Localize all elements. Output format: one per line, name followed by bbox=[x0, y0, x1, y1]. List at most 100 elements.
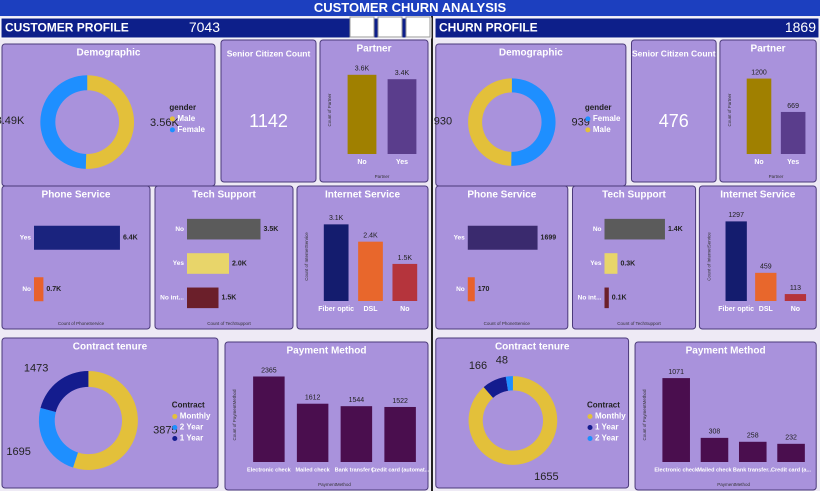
x-tick-label: DSL bbox=[364, 306, 379, 313]
tile-title: Payment Method bbox=[286, 346, 366, 357]
bar bbox=[725, 221, 747, 301]
data-label: 669 bbox=[787, 103, 799, 110]
chart-tile: Contract tenure 1655 166 48 Contract Monthly 1… bbox=[435, 337, 630, 489]
y-tick-label: Yes bbox=[173, 260, 185, 267]
x-tick-label: Electronic check bbox=[247, 467, 292, 473]
bar bbox=[604, 218, 665, 240]
bar bbox=[187, 218, 261, 240]
chart-tile: Internet Service 3.1K Fiber optic 2.4K DSL 1.… bbox=[296, 185, 429, 330]
x-tick-label: Credit card (a... bbox=[771, 467, 812, 473]
legend-marker bbox=[587, 436, 593, 441]
data-label: 113 bbox=[790, 285, 801, 292]
legend-label: 2 Year bbox=[595, 434, 618, 443]
legend-marker bbox=[585, 116, 591, 122]
bar bbox=[340, 406, 373, 462]
legend-label: 1 Year bbox=[595, 423, 618, 432]
bar bbox=[187, 253, 229, 274]
x-tick-label: Fiber optic bbox=[718, 306, 754, 313]
tile-title: Contract tenure bbox=[73, 342, 148, 353]
data-label: 1699 bbox=[541, 235, 557, 242]
tile-title: Demographic bbox=[499, 48, 563, 59]
data-label: 308 bbox=[709, 429, 721, 436]
legend-marker bbox=[587, 425, 593, 430]
bar bbox=[700, 437, 729, 462]
filter-icon bbox=[349, 16, 375, 38]
more-icon bbox=[405, 16, 431, 38]
data-label: 0.3K bbox=[620, 260, 635, 267]
y-axis-label: Count of PaymentMethod bbox=[232, 389, 237, 441]
y-tick-label: No int... bbox=[160, 295, 184, 302]
donut-slice bbox=[85, 75, 135, 169]
y-axis-label: Count of PaymentMethod bbox=[642, 389, 647, 441]
x-tick-label: Fiber optic bbox=[318, 306, 354, 313]
chart-tile: Partner 1200 No 669 Yes Count of Partner Partn… bbox=[719, 39, 817, 183]
data-label: 1695 bbox=[6, 446, 30, 458]
chart-tile: Internet Service 1297 Fiber optic 459 DSL 113… bbox=[698, 185, 817, 330]
chart-tile: Demographic 3.56K 3.49K gender Male Female bbox=[0, 43, 216, 187]
legend-label: Female bbox=[593, 114, 621, 123]
bar bbox=[755, 272, 777, 301]
data-label: 170 bbox=[478, 286, 490, 293]
data-label: 3875 bbox=[153, 425, 177, 437]
bar bbox=[384, 406, 416, 462]
bar bbox=[187, 287, 219, 309]
x-tick-label: Yes bbox=[396, 159, 408, 166]
x-tick-label: No bbox=[791, 306, 800, 313]
tile-title: Phone Service bbox=[42, 190, 111, 201]
data-label: 166 bbox=[469, 360, 487, 372]
legend-label: Monthly bbox=[180, 412, 211, 421]
panel-count: 7043 bbox=[189, 19, 220, 35]
bar bbox=[777, 443, 805, 462]
bar bbox=[296, 403, 329, 462]
x-tick-label: No bbox=[400, 306, 409, 313]
bar bbox=[392, 263, 418, 301]
x-axis-label: Count of PhoneService bbox=[484, 321, 531, 326]
donut-slice bbox=[40, 75, 88, 169]
x-axis-label: Partner bbox=[375, 174, 390, 179]
chart-tile: Senior Citizen Count 1142 bbox=[220, 39, 317, 183]
legend-label: 1 Year bbox=[180, 434, 203, 443]
bar bbox=[34, 225, 120, 250]
legend-label: Male bbox=[593, 125, 611, 134]
x-axis-label: Count of TechSupport bbox=[617, 321, 661, 326]
legend-marker bbox=[169, 116, 175, 122]
x-axis-label: PaymentMethod bbox=[318, 482, 351, 487]
data-label: 1473 bbox=[24, 363, 48, 375]
y-axis-label: Count of InternetService bbox=[707, 232, 712, 281]
data-label: 3.4K bbox=[395, 70, 410, 77]
y-axis-label: Count of Partner bbox=[727, 93, 732, 127]
y-tick-label: No bbox=[456, 286, 465, 293]
x-tick-label: Mailed check bbox=[697, 467, 732, 473]
tile-title: Tech Support bbox=[192, 190, 256, 201]
data-label: 0.1K bbox=[612, 295, 627, 302]
panel-title: CHURN PROFILE bbox=[439, 21, 538, 35]
x-axis-label: Partner bbox=[769, 174, 784, 179]
tile-background bbox=[1, 185, 151, 330]
chart-tile: Partner 3.6K No 3.4K Yes Count of Partner Part… bbox=[319, 39, 429, 183]
y-tick-label: Yes bbox=[20, 234, 32, 241]
donut-slice bbox=[483, 376, 509, 398]
data-label: 2365 bbox=[261, 367, 277, 374]
bar bbox=[467, 225, 538, 250]
tile-title: Partner bbox=[751, 44, 786, 55]
x-tick-label: Mailed check bbox=[296, 467, 331, 473]
donut-slice bbox=[468, 376, 558, 465]
legend-marker bbox=[587, 414, 593, 419]
chart-tile: Payment Method 1071 Electronic check 308 Mai… bbox=[634, 341, 817, 491]
data-label: 459 bbox=[760, 264, 772, 271]
chart-tile: Payment Method 2365 Electronic check 1612 Ma… bbox=[224, 341, 430, 491]
bar bbox=[467, 277, 475, 302]
legend-label: Monthly bbox=[595, 412, 626, 421]
data-label: 3.49K bbox=[0, 115, 25, 127]
donut-slice bbox=[511, 78, 556, 166]
bar bbox=[604, 253, 618, 274]
data-label: 3.6K bbox=[355, 66, 370, 73]
data-label: 0.7K bbox=[46, 286, 61, 293]
data-label: 1612 bbox=[305, 395, 321, 402]
data-label: 1071 bbox=[668, 369, 684, 376]
x-axis-label: Count of TechSupport bbox=[207, 321, 251, 326]
bar bbox=[784, 294, 807, 301]
data-label: 930 bbox=[434, 116, 452, 128]
